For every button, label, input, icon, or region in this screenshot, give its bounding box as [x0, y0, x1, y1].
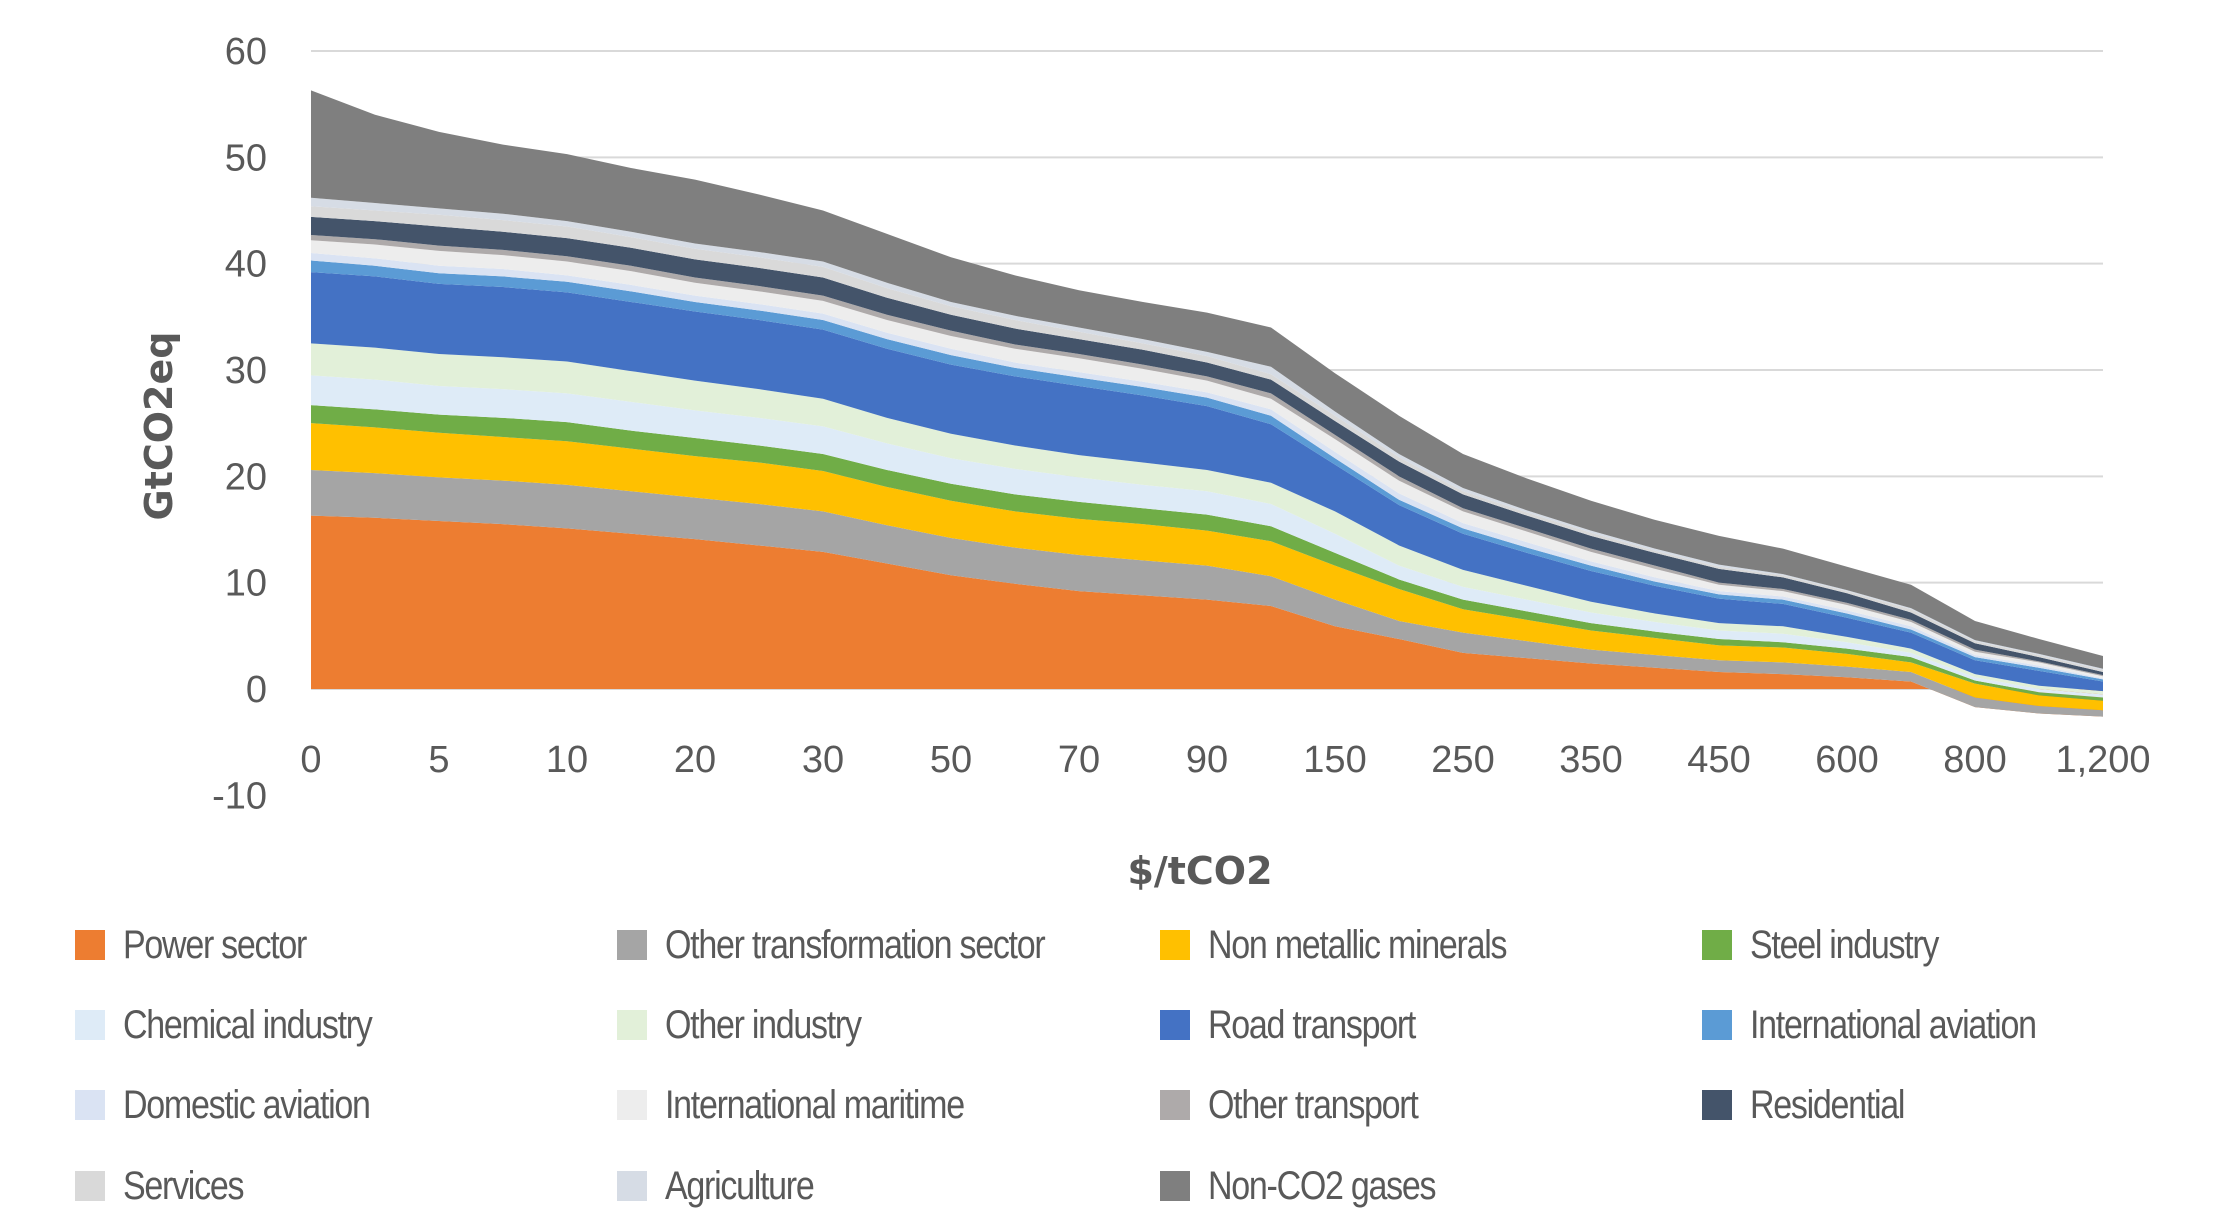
area-non-co2-gases	[311, 90, 2103, 669]
x-axis-tick-labels: 0 5 10 20 30 50 70 90 150 250 350 450 600 800 1,200	[300, 739, 2150, 781]
legend-label: Residential	[1750, 1082, 1905, 1127]
y-tick-label: 40	[225, 244, 267, 286]
legend-swatch	[1702, 930, 1732, 960]
x-tick-label: 50	[930, 739, 972, 781]
legend-item: Residential	[1702, 1080, 1931, 1130]
legend-label: Road transport	[1208, 1002, 1416, 1047]
legend-label: Steel industry	[1750, 922, 1939, 967]
area-steel-industry	[311, 405, 2103, 701]
legend-item: Power sector	[75, 920, 338, 970]
legend-item: Non metallic minerals	[1160, 920, 1559, 970]
legend-item: International aviation	[1702, 1000, 2086, 1050]
legend-swatch	[617, 1171, 647, 1201]
x-tick-label: 450	[1687, 739, 1750, 781]
area-series	[311, 90, 2103, 717]
area-power-sector	[311, 515, 2103, 717]
x-tick-label: 90	[1186, 739, 1228, 781]
legend-label: Other transformation sector	[665, 922, 1046, 967]
legend-item: Other industry	[617, 1000, 895, 1050]
legend-item: Other transport	[1160, 1080, 1455, 1130]
legend-swatch	[75, 1171, 105, 1201]
x-tick-label: 1,200	[2055, 739, 2150, 781]
legend-swatch	[1702, 1090, 1732, 1120]
area-road-transport	[311, 272, 2103, 692]
legend-swatch	[1160, 1010, 1190, 1040]
area-other-transport	[311, 234, 2103, 677]
legend-swatch	[1160, 1090, 1190, 1120]
legend-label: Other transport	[1208, 1082, 1419, 1127]
y-tick-label: 30	[225, 350, 267, 392]
legend-swatch	[1702, 1010, 1732, 1040]
legend-item: International maritime	[617, 1080, 1017, 1130]
legend-label: Services	[123, 1163, 244, 1208]
x-tick-label: 0	[300, 739, 321, 781]
legend-item: Steel industry	[1702, 920, 1971, 970]
y-tick-label: 60	[225, 31, 267, 73]
legend-label: Chemical industry	[123, 1002, 373, 1047]
area-other-industry	[311, 343, 2103, 695]
x-tick-label: 150	[1303, 739, 1366, 781]
y-tick-label: -10	[212, 775, 267, 817]
x-tick-label: 5	[428, 739, 449, 781]
legend-item: Chemical industry	[75, 1000, 415, 1050]
legend-item: Other transformation sector	[617, 920, 1111, 970]
y-tick-label: 50	[225, 137, 267, 179]
x-tick-label: 20	[674, 739, 716, 781]
legend-swatch	[617, 1010, 647, 1040]
legend-label: International aviation	[1750, 1002, 2037, 1047]
legend-label: International maritime	[665, 1082, 965, 1127]
legend-swatch	[1160, 930, 1190, 960]
legend-item: Non-CO2 gases	[1160, 1161, 1475, 1211]
y-tick-label: 0	[246, 669, 267, 711]
legend-swatch	[617, 1090, 647, 1120]
x-tick-label: 800	[1943, 739, 2006, 781]
legend-swatch	[75, 930, 105, 960]
x-tick-label: 30	[802, 739, 844, 781]
y-axis-tick-labels: 60 50 40 30 20 10 0 -10	[212, 31, 267, 817]
legend-label: Other industry	[665, 1002, 862, 1047]
x-tick-label: 250	[1431, 739, 1494, 781]
legend-label: Non metallic minerals	[1208, 922, 1507, 967]
legend-swatch	[75, 1090, 105, 1120]
legend-label: Power sector	[123, 922, 307, 967]
legend-swatch	[617, 930, 647, 960]
legend-label: Non-CO2 gases	[1208, 1163, 1436, 1208]
area-residential	[311, 216, 2103, 676]
legend-label: Domestic aviation	[123, 1082, 371, 1127]
y-tick-label: 10	[225, 563, 267, 605]
legend-label: Agriculture	[665, 1163, 815, 1208]
x-tick-label: 10	[546, 739, 588, 781]
area-chemical-industry	[311, 375, 2103, 698]
legend-item: Services	[75, 1161, 264, 1211]
x-tick-label: 600	[1815, 739, 1878, 781]
y-axis-title: GtCO2eq	[137, 332, 181, 521]
legend-swatch	[75, 1010, 105, 1040]
area-non-metallic-minerals	[311, 423, 2103, 711]
x-tick-label: 70	[1058, 739, 1100, 781]
legend-item: Agriculture	[617, 1161, 840, 1211]
x-axis-title: $/tCO2	[1127, 849, 1272, 893]
x-tick-label: 350	[1559, 739, 1622, 781]
y-tick-label: 20	[225, 456, 267, 498]
legend-swatch	[1160, 1171, 1190, 1201]
legend-item: Road transport	[1160, 1000, 1452, 1050]
legend-item: Domestic aviation	[75, 1080, 413, 1130]
